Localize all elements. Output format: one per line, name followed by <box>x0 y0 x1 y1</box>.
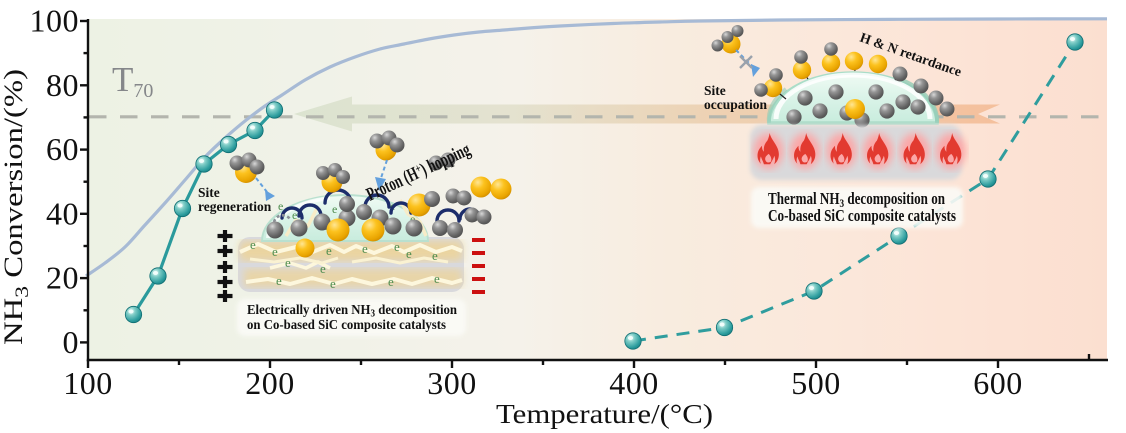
svg-text:100: 100 <box>30 3 80 39</box>
svg-text:e: e <box>362 241 368 256</box>
svg-text:e: e <box>406 246 412 261</box>
svg-text:Site: Site <box>704 83 726 98</box>
svg-text:e: e <box>272 244 278 259</box>
svg-text:NH3 Conversion/(%): NH3 Conversion/(%) <box>0 69 33 345</box>
svg-text:e: e <box>410 212 415 226</box>
svg-text:40: 40 <box>46 195 79 231</box>
svg-text:e: e <box>278 199 283 213</box>
svg-text:60: 60 <box>46 131 79 167</box>
svg-text:200: 200 <box>245 365 295 401</box>
svg-text:e: e <box>388 274 394 289</box>
svg-text:occupation: occupation <box>704 97 767 112</box>
svg-text:e: e <box>250 237 256 252</box>
svg-text:0: 0 <box>63 324 80 360</box>
svg-text:500: 500 <box>791 365 841 401</box>
svg-text:e: e <box>320 261 326 276</box>
svg-text:600: 600 <box>973 365 1023 401</box>
svg-text:on Co-based SiC composite cata: on Co-based SiC composite catalysts <box>247 318 447 333</box>
svg-text:20: 20 <box>46 260 79 296</box>
svg-text:e: e <box>332 202 337 216</box>
svg-text:300: 300 <box>427 365 477 401</box>
svg-text:Co-based SiC composite catalys: Co-based SiC composite catalysts <box>768 206 956 225</box>
svg-text:Site: Site <box>198 185 220 200</box>
svg-text:Thermal NH3 decomposition on: Thermal NH3 decomposition on <box>768 189 945 210</box>
svg-text:400: 400 <box>609 365 659 401</box>
svg-text:100: 100 <box>63 365 113 401</box>
svg-text:e: e <box>432 248 438 263</box>
svg-text:e: e <box>434 271 440 286</box>
svg-text:80: 80 <box>46 67 79 103</box>
svg-text:e: e <box>276 273 282 288</box>
svg-text:Electrically driven NH3 decomp: Electrically driven NH3 decomposition <box>247 303 457 320</box>
svg-text:e: e <box>330 276 336 291</box>
svg-text:e: e <box>285 255 291 270</box>
svg-text:e: e <box>326 243 332 258</box>
svg-text:e: e <box>292 208 297 222</box>
svg-text:regeneration: regeneration <box>198 199 272 214</box>
svg-text:Temperature/(°C): Temperature/(°C) <box>496 399 713 429</box>
svg-text:e: e <box>394 239 400 254</box>
